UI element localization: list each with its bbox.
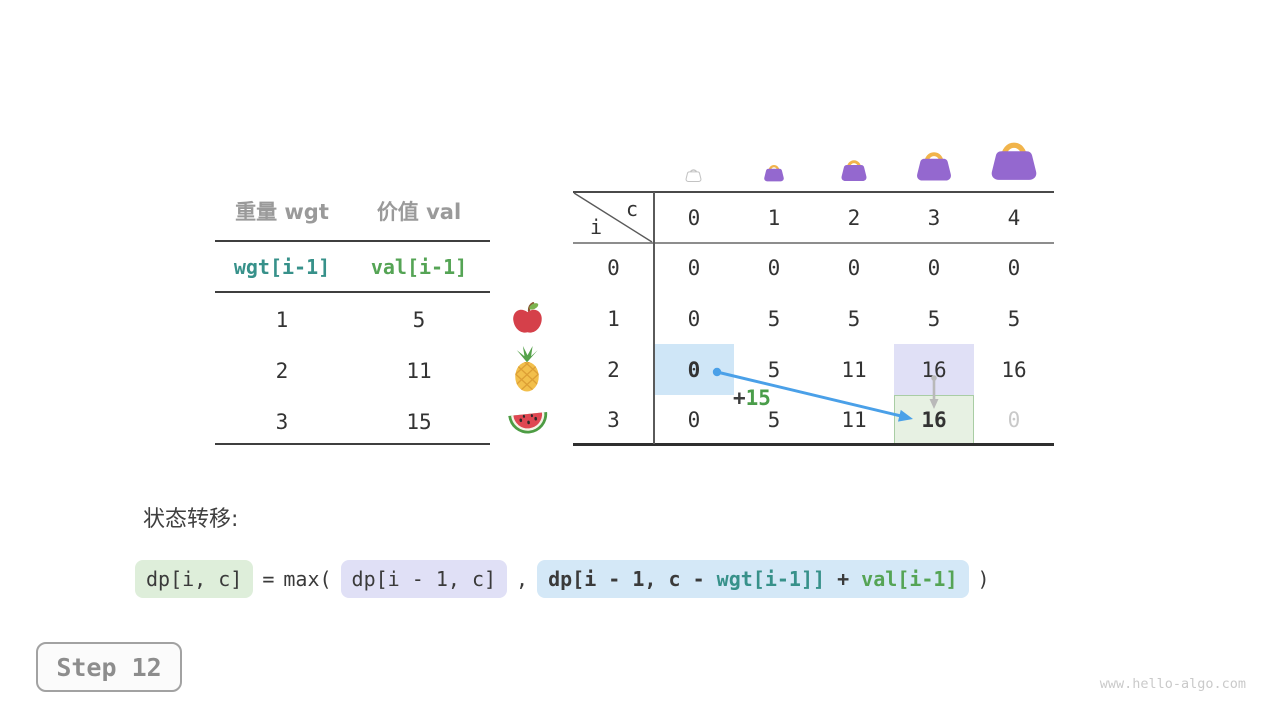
- dp-cell-2-4: 16: [1001, 357, 1027, 382]
- dp-table-bottom-rule: [573, 443, 1054, 446]
- dp-col-header-2: 2: [847, 205, 861, 230]
- dp-table-top-rule: [573, 191, 1054, 193]
- formula-equals: =: [262, 567, 275, 591]
- dp-cell-1-0: 0: [687, 306, 701, 331]
- formula-option2-box: dp[i - 1, c - wgt[i-1]] + val[i-1]: [537, 560, 969, 598]
- bag-icon-capacity-2: [840, 155, 868, 182]
- value-gain-annotation: +15: [733, 386, 771, 410]
- dp-corner-cell: c i: [573, 192, 654, 243]
- corner-row-label: i: [590, 215, 603, 239]
- state-transition-label: 状态转移:: [143, 507, 239, 532]
- bag-icon-capacity-4: [989, 133, 1039, 182]
- formula-comma: ,: [516, 567, 529, 591]
- dp-cell-3-2: 11: [841, 408, 867, 432]
- watermelon-icon: [507, 405, 549, 437]
- dp-col-header-4: 4: [1007, 205, 1021, 230]
- dp-cell-0-2: 0: [847, 256, 861, 280]
- dp-cell-3-0: 0: [687, 408, 701, 432]
- formula-option1-box: dp[i - 1, c]: [340, 560, 508, 598]
- dp-cell-3-4-pending: 0: [1007, 408, 1021, 432]
- dp-cell-0-1: 0: [767, 256, 781, 280]
- dp-table-header-rule: [573, 242, 1054, 244]
- item-3-value: 15: [406, 410, 432, 434]
- apple-icon: [510, 300, 545, 335]
- item-3-weight: 3: [275, 410, 289, 434]
- bag-icon-capacity-3: [915, 145, 953, 182]
- dp-cell-0-0: 0: [687, 256, 701, 280]
- formula-option2-wgt: wgt[i-1]]: [716, 567, 826, 591]
- dp-row-header-3: 3: [607, 408, 620, 432]
- items-table-index-rule: [215, 291, 490, 293]
- dp-cell-2-0-source-highlight: 0: [654, 344, 734, 395]
- dp-cell-1-2: 5: [847, 306, 861, 331]
- plus-sign: +: [733, 386, 746, 410]
- formula-close-paren: ): [977, 567, 990, 591]
- items-col-header-weight: 重量 wgt: [235, 200, 329, 224]
- bag-icon-capacity-1: [763, 161, 785, 182]
- formula-option2-val: val[i-1]: [861, 567, 958, 591]
- dp-row-header-2: 2: [607, 357, 620, 382]
- dp-row-header-1: 1: [607, 306, 620, 331]
- items-index-label-val: val[i-1]: [370, 255, 468, 279]
- dp-table: c i 0 1 2 3 4 0 0 0 0 0 0 1 0 5 5 5 5 2 …: [573, 192, 1054, 445]
- item-2-weight: 2: [275, 359, 289, 383]
- formula-max-open: max(: [283, 567, 332, 591]
- bag-outline-icon: [685, 166, 702, 182]
- items-col-header-value: 价值 val: [376, 200, 462, 224]
- formula-option2-prefix: dp[i - 1, c -: [548, 567, 717, 591]
- dp-col-header-1: 1: [767, 205, 781, 230]
- items-index-label-wgt: wgt[i-1]: [233, 255, 331, 279]
- step-badge: Step 12: [36, 642, 182, 692]
- dp-table-vertical-rule: [653, 192, 655, 444]
- item-1-value: 5: [412, 308, 426, 332]
- corner-col-label: c: [625, 197, 638, 221]
- dp-cell-0-4: 0: [1007, 256, 1021, 280]
- dp-cell-3-3-target-highlight: 16: [894, 395, 974, 445]
- formula-lhs-box: dp[i, c]: [135, 560, 254, 598]
- dp-cell-2-3-compare-highlight: 16: [894, 344, 974, 395]
- formula-option2-plus: +: [825, 567, 862, 591]
- pineapple-icon: [509, 346, 545, 393]
- items-table-header-rule: [215, 240, 490, 242]
- items-table-bottom-rule: [215, 443, 490, 445]
- state-transition-formula: dp[i, c] = max( dp[i - 1, c] , dp[i - 1,…: [135, 560, 990, 598]
- dp-cell-2-2: 11: [841, 357, 867, 382]
- dp-cell-1-1: 5: [767, 306, 781, 331]
- item-1-weight: 1: [275, 308, 289, 332]
- dp-cell-1-4: 5: [1007, 306, 1021, 331]
- dp-col-header-0: 0: [687, 205, 701, 230]
- dp-cell-1-3: 5: [927, 306, 941, 331]
- watermark: www.hello-algo.com: [1099, 676, 1246, 692]
- dp-col-header-3: 3: [927, 205, 941, 230]
- item-2-value: 11: [406, 359, 432, 383]
- dp-cell-0-3: 0: [927, 256, 941, 280]
- gain-value: 15: [745, 386, 771, 410]
- dp-row-header-0: 0: [607, 256, 620, 280]
